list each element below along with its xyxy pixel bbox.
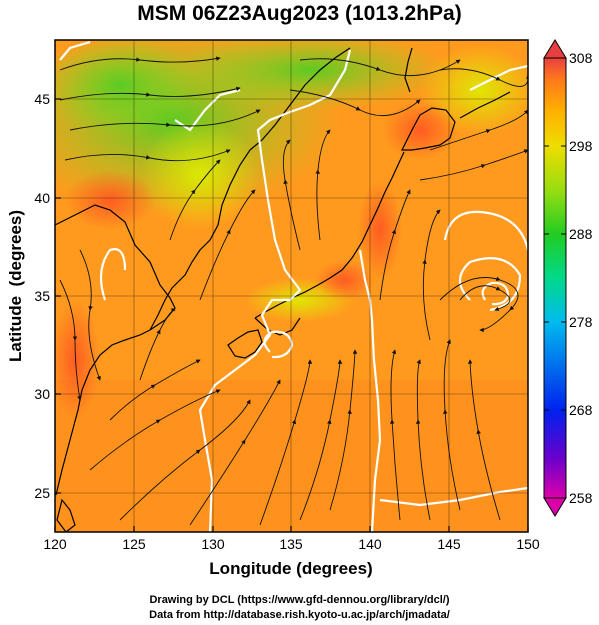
colorbar-gradient: [543, 57, 567, 499]
y-tick-label: 25: [34, 485, 50, 501]
colorbar-tick-label: 258: [569, 490, 593, 506]
y-tick-label: 35: [34, 288, 50, 304]
grid: [55, 40, 528, 532]
x-tick-label: 130: [201, 536, 225, 552]
y-tick-label: 40: [34, 190, 50, 206]
axis-ticks: [54, 98, 529, 532]
y-axis-label: Latitude (degrees): [6, 210, 25, 362]
credits-drawing: Drawing by DCL (https://www.gfd-dennou.o…: [149, 594, 450, 606]
colorbar-tick-label: 268: [569, 402, 593, 418]
x-tick-labels: 120 125 130 135 140 145 150: [43, 536, 540, 552]
x-tick-label: 150: [516, 536, 540, 552]
x-tick-label: 135: [279, 536, 303, 552]
y-tick-label: 45: [34, 91, 50, 107]
colorbar: 308 298 288 278 268 258: [543, 39, 593, 517]
chart-title: MSM 06Z23Aug2023 (1013.2hPa): [137, 2, 462, 25]
x-tick-label: 120: [43, 536, 67, 552]
colorbar-tick-label: 288: [569, 226, 593, 242]
x-tick-label: 145: [437, 536, 461, 552]
temperature-field: [55, 40, 528, 532]
colorbar-tick-label: 298: [569, 138, 593, 154]
colorbar-tick-label: 308: [569, 50, 593, 66]
x-axis-label: Longitude (degrees): [209, 559, 372, 578]
y-tick-labels: 25 30 35 40 45: [34, 91, 50, 501]
colorbar-top-triangle: [543, 39, 567, 59]
credits-data-source: Data from http://database.rish.kyoto-u.a…: [149, 609, 450, 621]
colorbar-bottom-triangle: [543, 497, 567, 517]
y-tick-label: 30: [34, 386, 50, 402]
streamlines: [59, 56, 528, 526]
colorbar-tick-label: 278: [569, 314, 593, 330]
x-tick-label: 140: [358, 536, 382, 552]
x-tick-label: 125: [122, 536, 146, 552]
